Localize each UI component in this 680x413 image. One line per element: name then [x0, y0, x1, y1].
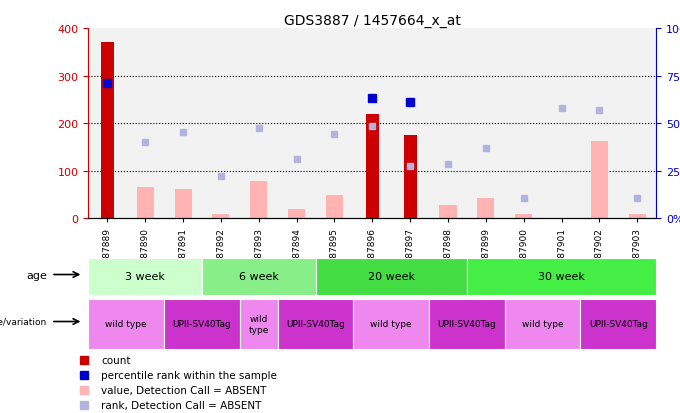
Bar	[212, 214, 229, 219]
Text: 20 week: 20 week	[368, 272, 415, 282]
Bar	[202, 29, 240, 219]
Bar	[316, 258, 467, 295]
Text: rank, Detection Call = ABSENT: rank, Detection Call = ABSENT	[101, 401, 261, 411]
Bar	[404, 136, 417, 219]
Bar	[581, 29, 618, 219]
Bar	[164, 299, 240, 349]
Bar	[354, 29, 391, 219]
Bar	[467, 258, 656, 295]
Bar	[88, 258, 202, 295]
Text: wild type: wild type	[105, 320, 147, 329]
Bar	[515, 214, 532, 219]
Bar	[126, 29, 164, 219]
Text: UPII-SV40Tag: UPII-SV40Tag	[286, 320, 345, 329]
Bar	[429, 29, 467, 219]
Text: 30 week: 30 week	[538, 272, 585, 282]
Bar	[288, 209, 305, 219]
Bar	[137, 188, 154, 219]
Bar	[202, 258, 316, 295]
Bar	[240, 29, 277, 219]
Bar	[250, 182, 267, 219]
Bar	[629, 214, 646, 219]
Bar	[88, 29, 126, 219]
Text: 6 week: 6 week	[239, 272, 279, 282]
Text: genotype/variation: genotype/variation	[0, 317, 47, 326]
Bar	[505, 299, 581, 349]
Bar	[175, 190, 192, 219]
Text: UPII-SV40Tag: UPII-SV40Tag	[173, 320, 231, 329]
Bar	[477, 199, 494, 219]
Bar	[354, 299, 429, 349]
Text: 3 week: 3 week	[125, 272, 165, 282]
Text: UPII-SV40Tag: UPII-SV40Tag	[589, 320, 648, 329]
Bar	[88, 299, 164, 349]
Bar	[618, 29, 656, 219]
Bar	[101, 43, 114, 219]
Text: value, Detection Call = ABSENT: value, Detection Call = ABSENT	[101, 386, 267, 396]
Bar	[467, 29, 505, 219]
Text: count: count	[101, 356, 131, 366]
Bar	[277, 29, 316, 219]
Bar	[391, 29, 429, 219]
Text: age: age	[26, 270, 47, 280]
Bar	[326, 195, 343, 219]
Text: wild
type: wild type	[249, 315, 269, 334]
Bar	[366, 114, 379, 219]
Bar	[543, 29, 581, 219]
Bar	[591, 142, 608, 219]
Bar	[316, 29, 354, 219]
Bar	[429, 299, 505, 349]
Title: GDS3887 / 1457664_x_at: GDS3887 / 1457664_x_at	[284, 14, 461, 28]
Bar	[240, 299, 277, 349]
Bar	[164, 29, 202, 219]
Text: wild type: wild type	[522, 320, 564, 329]
Bar	[439, 206, 456, 219]
Text: UPII-SV40Tag: UPII-SV40Tag	[437, 320, 496, 329]
Bar	[505, 29, 543, 219]
Bar	[581, 299, 656, 349]
Text: percentile rank within the sample: percentile rank within the sample	[101, 370, 277, 380]
Text: wild type: wild type	[371, 320, 412, 329]
Bar	[277, 299, 354, 349]
